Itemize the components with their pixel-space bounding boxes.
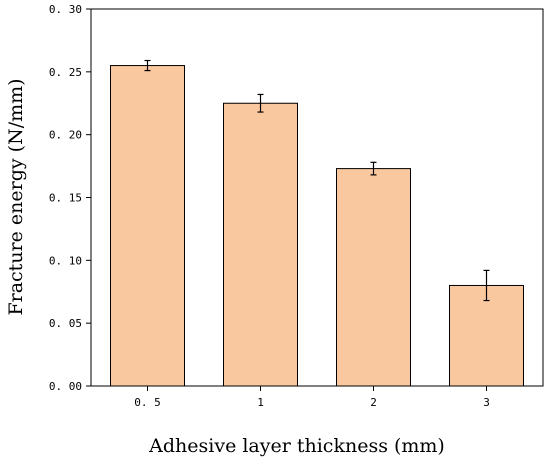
error-bar (144, 59, 151, 72)
error-bar (257, 93, 264, 113)
y-tick-label: 0. 25 (49, 66, 82, 79)
error-bar (483, 269, 490, 302)
y-tick-label: 0. 15 (49, 192, 82, 205)
error-bars-group (144, 59, 490, 302)
x-axis-ticks: 0. 5 1 2 3 (134, 386, 490, 409)
y-axis-title: Fracture energy (N/mm) (5, 78, 27, 315)
x-tick-label: 0. 5 (134, 396, 161, 409)
bars-group (110, 65, 524, 387)
y-tick-label: 0. 30 (49, 3, 82, 16)
error-bar (370, 161, 377, 176)
y-tick-label: 0. 00 (49, 380, 82, 393)
x-tick-label: 1 (257, 396, 264, 409)
y-tick-label: 0. 10 (49, 254, 82, 267)
bar (223, 102, 298, 387)
x-tick-label: 3 (483, 396, 490, 409)
bar (336, 168, 411, 387)
y-tick-label: 0. 05 (49, 317, 82, 330)
y-tick-label: 0. 20 (49, 129, 82, 142)
x-axis-title: Adhesive layer thickness (mm) (148, 435, 445, 457)
bar (110, 65, 185, 387)
x-tick-label: 2 (370, 396, 377, 409)
y-axis-ticks: 0. 00 0. 05 0. 10 0. 15 0. 20 0. 25 0. 30 (49, 3, 91, 393)
